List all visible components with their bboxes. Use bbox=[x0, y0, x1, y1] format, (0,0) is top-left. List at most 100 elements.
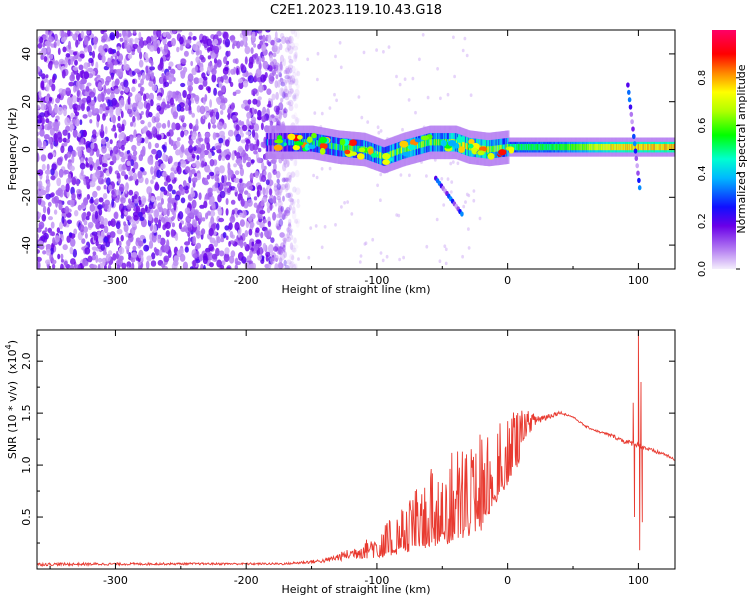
noise-speckle bbox=[90, 196, 94, 204]
noise-speckle bbox=[179, 45, 184, 51]
noise-speckle bbox=[289, 242, 294, 250]
noise-speckle bbox=[148, 213, 153, 222]
noise-speckle bbox=[163, 189, 168, 196]
noise-speckle bbox=[132, 121, 137, 128]
y-tick-label: 1.0 bbox=[20, 456, 33, 474]
noise-speckle bbox=[86, 95, 92, 104]
noise-speckle bbox=[192, 235, 197, 245]
noise-speckle bbox=[211, 117, 216, 123]
noise-speckle bbox=[99, 215, 105, 223]
noise-speckle bbox=[247, 192, 251, 198]
noise-speckle bbox=[456, 161, 460, 166]
noise-speckle bbox=[187, 212, 194, 218]
noise-speckle bbox=[257, 96, 262, 101]
noise-speckle bbox=[283, 210, 289, 219]
noise-speckle bbox=[202, 76, 208, 81]
noise-speckle bbox=[450, 180, 454, 184]
noise-speckle bbox=[294, 159, 298, 167]
noise-speckle bbox=[196, 154, 200, 161]
noise-speckle bbox=[37, 227, 42, 233]
noise-speckle bbox=[113, 145, 119, 155]
noise-speckle bbox=[256, 189, 260, 198]
noise-speckle bbox=[267, 34, 272, 43]
noise-speckle bbox=[86, 147, 91, 153]
noise-speckle bbox=[184, 246, 189, 253]
noise-speckle bbox=[96, 114, 101, 122]
noise-speckle bbox=[145, 65, 149, 74]
noise-speckle bbox=[42, 250, 47, 255]
noise-speckle bbox=[284, 264, 290, 269]
noise-speckle bbox=[56, 177, 62, 187]
noise-speckle bbox=[283, 259, 287, 267]
noise-speckle bbox=[37, 131, 40, 136]
noise-speckle bbox=[296, 198, 300, 204]
noise-speckle bbox=[86, 82, 92, 87]
noise-speckle bbox=[463, 36, 467, 41]
noise-speckle bbox=[285, 206, 291, 214]
noise-speckle bbox=[50, 247, 54, 255]
noise-speckle bbox=[38, 71, 42, 76]
noise-speckle bbox=[200, 150, 205, 159]
noise-speckle bbox=[228, 76, 232, 84]
noise-speckle bbox=[106, 177, 111, 187]
noise-speckle bbox=[40, 154, 47, 162]
x-tick-label: -100 bbox=[364, 274, 389, 287]
noise-speckle bbox=[142, 171, 147, 176]
noise-speckle bbox=[89, 164, 93, 172]
noise-speckle bbox=[95, 170, 101, 178]
noise-speckle bbox=[48, 36, 54, 43]
noise-speckle bbox=[213, 87, 218, 96]
noise-speckle bbox=[127, 53, 133, 60]
noise-speckle bbox=[54, 60, 59, 69]
noise-speckle bbox=[328, 166, 332, 171]
noise-speckle bbox=[101, 145, 107, 154]
noise-speckle bbox=[160, 101, 167, 110]
noise-speckle bbox=[89, 91, 95, 98]
noise-speckle bbox=[69, 198, 75, 208]
noise-speckle bbox=[334, 54, 337, 59]
noise-speckle bbox=[71, 177, 77, 186]
noise-speckle bbox=[88, 57, 94, 64]
noise-speckle bbox=[215, 111, 220, 120]
noise-speckle bbox=[284, 183, 289, 188]
noise-speckle bbox=[283, 234, 290, 242]
noise-speckle bbox=[213, 46, 220, 54]
noise-speckle bbox=[168, 155, 173, 164]
noise-speckle bbox=[192, 219, 198, 228]
noise-speckle bbox=[61, 216, 65, 225]
noise-speckle bbox=[172, 30, 177, 35]
noise-speckle bbox=[63, 260, 68, 266]
noise-speckle bbox=[426, 95, 430, 100]
noise-speckle bbox=[191, 112, 195, 118]
noise-speckle bbox=[174, 194, 181, 201]
noise-speckle bbox=[255, 68, 262, 77]
signal-blob bbox=[468, 138, 475, 145]
noise-speckle bbox=[107, 57, 111, 65]
signal-blob bbox=[319, 142, 328, 150]
noise-speckle bbox=[399, 173, 403, 177]
noise-speckle bbox=[187, 237, 191, 244]
noise-speckle bbox=[157, 202, 163, 211]
noise-speckle bbox=[167, 183, 173, 192]
noise-speckle bbox=[258, 84, 264, 93]
noise-speckle bbox=[213, 240, 219, 247]
noise-speckle bbox=[170, 139, 174, 147]
noise-speckle bbox=[151, 175, 156, 180]
noise-speckle bbox=[203, 180, 209, 186]
noise-speckle bbox=[102, 193, 108, 200]
noise-speckle bbox=[188, 139, 194, 145]
noise-speckle bbox=[123, 221, 127, 227]
noise-speckle bbox=[217, 207, 223, 216]
noise-speckle bbox=[90, 142, 95, 150]
noise-speckle bbox=[161, 123, 167, 129]
noise-speckle bbox=[281, 214, 287, 220]
noise-speckle bbox=[233, 163, 238, 168]
spectral-streak bbox=[632, 141, 637, 147]
noise-speckle bbox=[414, 110, 417, 115]
noise-speckle bbox=[279, 80, 285, 85]
noise-speckle bbox=[188, 122, 193, 130]
noise-speckle bbox=[179, 185, 184, 192]
noise-speckle bbox=[121, 30, 127, 37]
noise-speckle bbox=[193, 146, 197, 152]
noise-speckle bbox=[70, 124, 75, 131]
